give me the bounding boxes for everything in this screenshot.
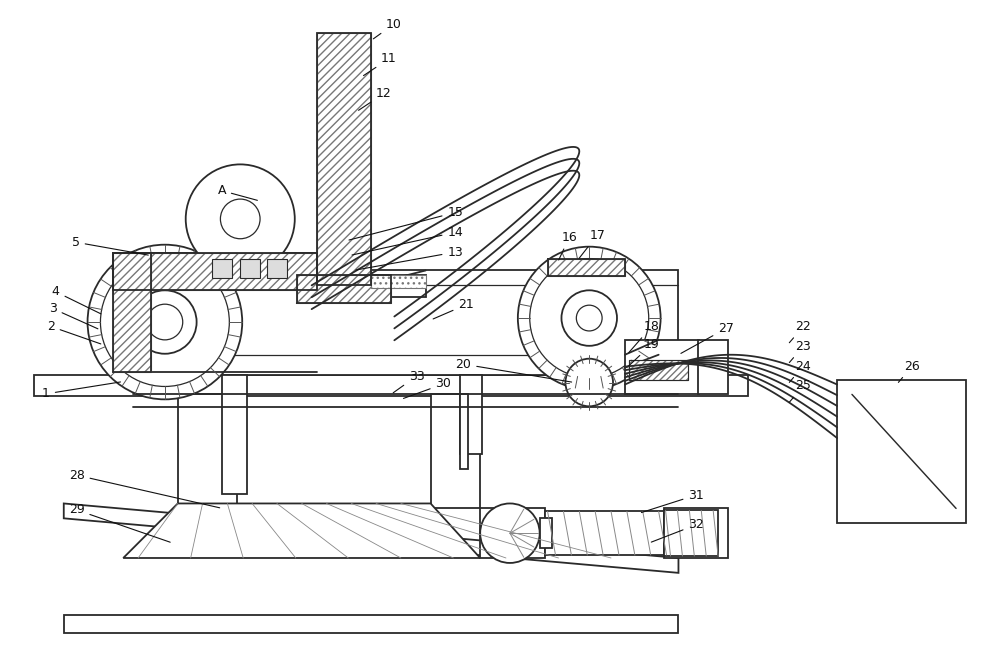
Bar [460, 374, 482, 454]
Text: 5: 5 [72, 236, 148, 255]
Circle shape [147, 304, 183, 340]
Text: A: A [217, 184, 257, 200]
Bar [548, 259, 625, 276]
Bar [431, 395, 480, 508]
Circle shape [530, 259, 649, 378]
Circle shape [480, 504, 540, 563]
Bar [629, 359, 688, 380]
Circle shape [220, 199, 260, 239]
Text: 11: 11 [364, 52, 397, 75]
Bar [64, 616, 678, 633]
Text: 28: 28 [69, 469, 220, 508]
Text: 32: 32 [651, 518, 704, 542]
Circle shape [561, 291, 617, 346]
Bar [133, 270, 678, 374]
Bar [629, 359, 688, 380]
Bar [548, 259, 625, 372]
Bar [113, 253, 151, 372]
Bar [34, 374, 748, 396]
Text: 25: 25 [789, 380, 811, 402]
Text: 19: 19 [629, 338, 660, 366]
Text: 22: 22 [789, 320, 811, 343]
Polygon shape [123, 504, 480, 558]
Text: 31: 31 [641, 489, 704, 513]
Bar [371, 276, 426, 289]
Polygon shape [64, 504, 678, 573]
Text: 33: 33 [393, 370, 425, 393]
Text: 15: 15 [349, 206, 463, 240]
Bar [371, 276, 426, 297]
Bar [240, 259, 260, 278]
Bar [222, 374, 247, 493]
Bar [212, 259, 232, 278]
Text: 2: 2 [47, 320, 101, 344]
Bar [113, 253, 317, 291]
Bar [203, 259, 346, 283]
Circle shape [518, 247, 661, 389]
Text: 14: 14 [352, 226, 463, 255]
Text: 12: 12 [359, 87, 392, 111]
Bar [545, 512, 664, 555]
Text: 29: 29 [69, 503, 170, 542]
Text: 30: 30 [403, 378, 451, 398]
Bar [297, 276, 391, 303]
Text: 26: 26 [898, 359, 920, 382]
Text: 21: 21 [433, 298, 474, 319]
Circle shape [88, 244, 242, 399]
Bar [540, 518, 552, 548]
Text: 3: 3 [49, 302, 98, 329]
Text: 23: 23 [789, 340, 811, 363]
Bar [664, 510, 718, 556]
Bar [317, 32, 371, 285]
Bar [548, 259, 625, 276]
Circle shape [576, 305, 602, 331]
Bar [460, 395, 468, 469]
Text: 10: 10 [373, 18, 402, 39]
Text: 24: 24 [789, 359, 811, 382]
Bar [267, 259, 287, 278]
Bar [113, 253, 151, 372]
Text: 1: 1 [42, 382, 121, 400]
Bar [480, 508, 545, 558]
Bar [297, 276, 391, 303]
Bar [178, 395, 237, 508]
Bar [664, 508, 728, 558]
Text: 4: 4 [52, 285, 101, 314]
Bar [113, 253, 317, 291]
Text: 16: 16 [559, 231, 577, 260]
Circle shape [100, 257, 229, 387]
Text: 13: 13 [356, 246, 463, 270]
Bar [317, 32, 371, 285]
Text: 20: 20 [455, 358, 572, 382]
Circle shape [565, 359, 613, 406]
Text: 27: 27 [681, 322, 734, 354]
Text: 18: 18 [629, 320, 660, 353]
Text: 17: 17 [579, 229, 605, 258]
Circle shape [133, 291, 197, 354]
Bar [698, 340, 728, 395]
Bar [837, 380, 966, 523]
Circle shape [186, 164, 295, 274]
Bar [625, 340, 699, 395]
